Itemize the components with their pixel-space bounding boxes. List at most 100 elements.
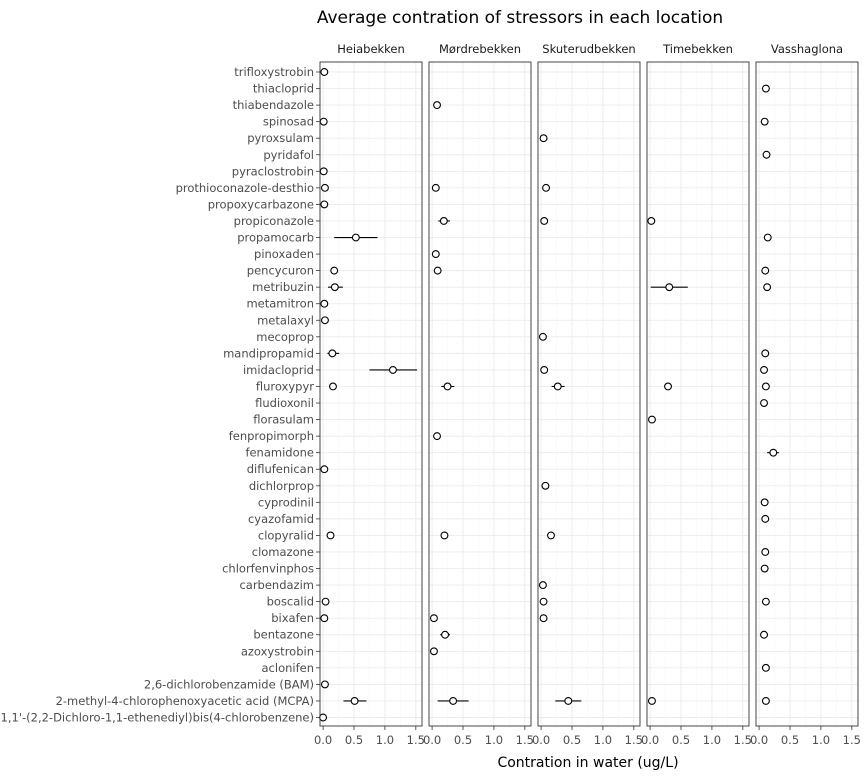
data-point xyxy=(647,696,656,705)
data-point xyxy=(431,183,440,192)
data-point xyxy=(539,597,548,606)
data-point xyxy=(429,614,438,623)
data-point xyxy=(449,696,458,705)
data-point xyxy=(320,465,329,474)
facet-label: Heiabekken xyxy=(337,42,405,56)
data-point xyxy=(540,365,549,374)
facet-strips: Heiabekken Mørdrebekken Skuterudbekken Time… xyxy=(337,42,843,56)
data-point xyxy=(665,283,674,292)
data-point xyxy=(320,68,329,76)
y-tick-label: propiconazole xyxy=(234,214,314,228)
y-tick-label: boscalid xyxy=(267,595,314,609)
data-point xyxy=(647,217,656,225)
data-point xyxy=(763,283,772,292)
data-point xyxy=(320,316,329,325)
facet-label: Skuterudbekken xyxy=(542,42,635,56)
data-point xyxy=(541,481,550,490)
y-tick-label: diflufenican xyxy=(247,462,314,476)
x-tick-label: 1.0 xyxy=(594,733,612,747)
y-tick-label: pyroxsulam xyxy=(247,131,314,145)
y-tick-label: bentazone xyxy=(253,628,314,642)
y-tick-label: 2,6-dichlorobenzamide (BAM) xyxy=(144,677,314,691)
data-point xyxy=(539,614,548,623)
y-tick-label: bixafen xyxy=(271,611,314,625)
data-point xyxy=(320,299,329,308)
x-tick-label: 1.5 xyxy=(734,733,752,747)
data-point xyxy=(439,217,448,225)
data-point xyxy=(538,581,547,590)
data-point xyxy=(351,233,360,242)
data-point xyxy=(547,531,555,540)
x-tick-label: 0.0 xyxy=(423,733,441,747)
data-point xyxy=(328,349,337,358)
data-point xyxy=(761,514,770,523)
data-point xyxy=(761,382,770,391)
data-point xyxy=(440,531,449,540)
data-point xyxy=(320,183,329,192)
y-tick-label: propamocarb xyxy=(237,231,314,245)
y-tick-label: cyazofamid xyxy=(248,512,314,526)
data-marks xyxy=(319,68,779,722)
y-tick-label: florasulam xyxy=(253,413,314,427)
data-point xyxy=(441,630,450,639)
data-point xyxy=(326,531,335,540)
y-tick-label: carbendazim xyxy=(239,578,314,592)
data-point xyxy=(330,266,339,275)
data-point xyxy=(761,266,770,275)
data-point xyxy=(761,696,770,705)
data-point xyxy=(761,349,770,358)
y-tick-label: clomazone xyxy=(252,545,314,559)
y-tick-label: 1,1'-(2,2-Dichloro-1,1-ethenediyl)bis(4-… xyxy=(1,711,314,725)
y-tick-label: trifloxystrobin xyxy=(234,65,314,79)
y-tick-label: pyraclostrobin xyxy=(232,164,314,178)
data-point xyxy=(319,713,328,722)
data-point xyxy=(350,696,359,705)
y-tick-label: mecoprop xyxy=(256,330,314,344)
data-point xyxy=(760,498,769,507)
data-point xyxy=(330,283,339,292)
y-tick-label: dichlorprop xyxy=(249,479,314,493)
x-tick-label: 0.5 xyxy=(781,733,799,747)
facet-label: Vasshaglona xyxy=(771,42,843,56)
panel-border xyxy=(537,61,641,727)
x-tick-label: 0.0 xyxy=(750,733,768,747)
data-point xyxy=(760,630,768,639)
panel-borders xyxy=(319,61,859,727)
data-point xyxy=(388,365,397,374)
y-tick-label: fenamidone xyxy=(245,446,314,460)
x-tick-label: 1.5 xyxy=(516,733,534,747)
y-tick-label: clopyralid xyxy=(258,528,314,542)
x-tick-label: 1.5 xyxy=(843,733,861,747)
y-tick-label: chlorfenvinphos xyxy=(222,562,314,576)
y-tick-label: metamitron xyxy=(246,297,314,311)
x-tick-label: 0.0 xyxy=(532,733,550,747)
x-tick-label: 1.5 xyxy=(625,733,643,747)
data-point xyxy=(319,117,328,126)
y-tick-label: pencycuron xyxy=(247,264,314,278)
data-point xyxy=(429,647,438,656)
x-tick-label: 1.0 xyxy=(485,733,503,747)
data-point xyxy=(443,382,452,391)
y-tick-label: fluroxypyr xyxy=(256,379,314,393)
chart-title: Average contration of stressors in each … xyxy=(317,8,723,28)
x-axis-ticks: 0.0 0.5 1.0 1.50.0 0.5 1.0 1.50.0 0.5 1.0 1.50.0 0… xyxy=(314,726,861,747)
y-tick-label: aclonifen xyxy=(262,661,315,675)
x-tick-label: 1.0 xyxy=(376,733,394,747)
data-point xyxy=(321,597,330,606)
data-point xyxy=(553,382,562,391)
panel-background xyxy=(538,62,640,726)
data-point xyxy=(540,217,549,225)
y-tick-label: cyprodinil xyxy=(258,495,314,509)
y-tick-label: metalaxyl xyxy=(257,313,314,327)
x-tick-label: 0.5 xyxy=(672,733,690,747)
grid-layer xyxy=(320,62,858,726)
x-tick-label: 0.0 xyxy=(314,733,332,747)
x-axis-title: Contration in water (ug/L) xyxy=(497,755,678,771)
data-point xyxy=(319,167,328,176)
y-tick-label: fludioxonil xyxy=(255,396,314,410)
data-point xyxy=(539,134,548,143)
x-tick-label: 0.0 xyxy=(641,733,659,747)
panel-border xyxy=(319,61,423,727)
panel-border xyxy=(755,61,859,727)
data-point xyxy=(564,696,573,705)
